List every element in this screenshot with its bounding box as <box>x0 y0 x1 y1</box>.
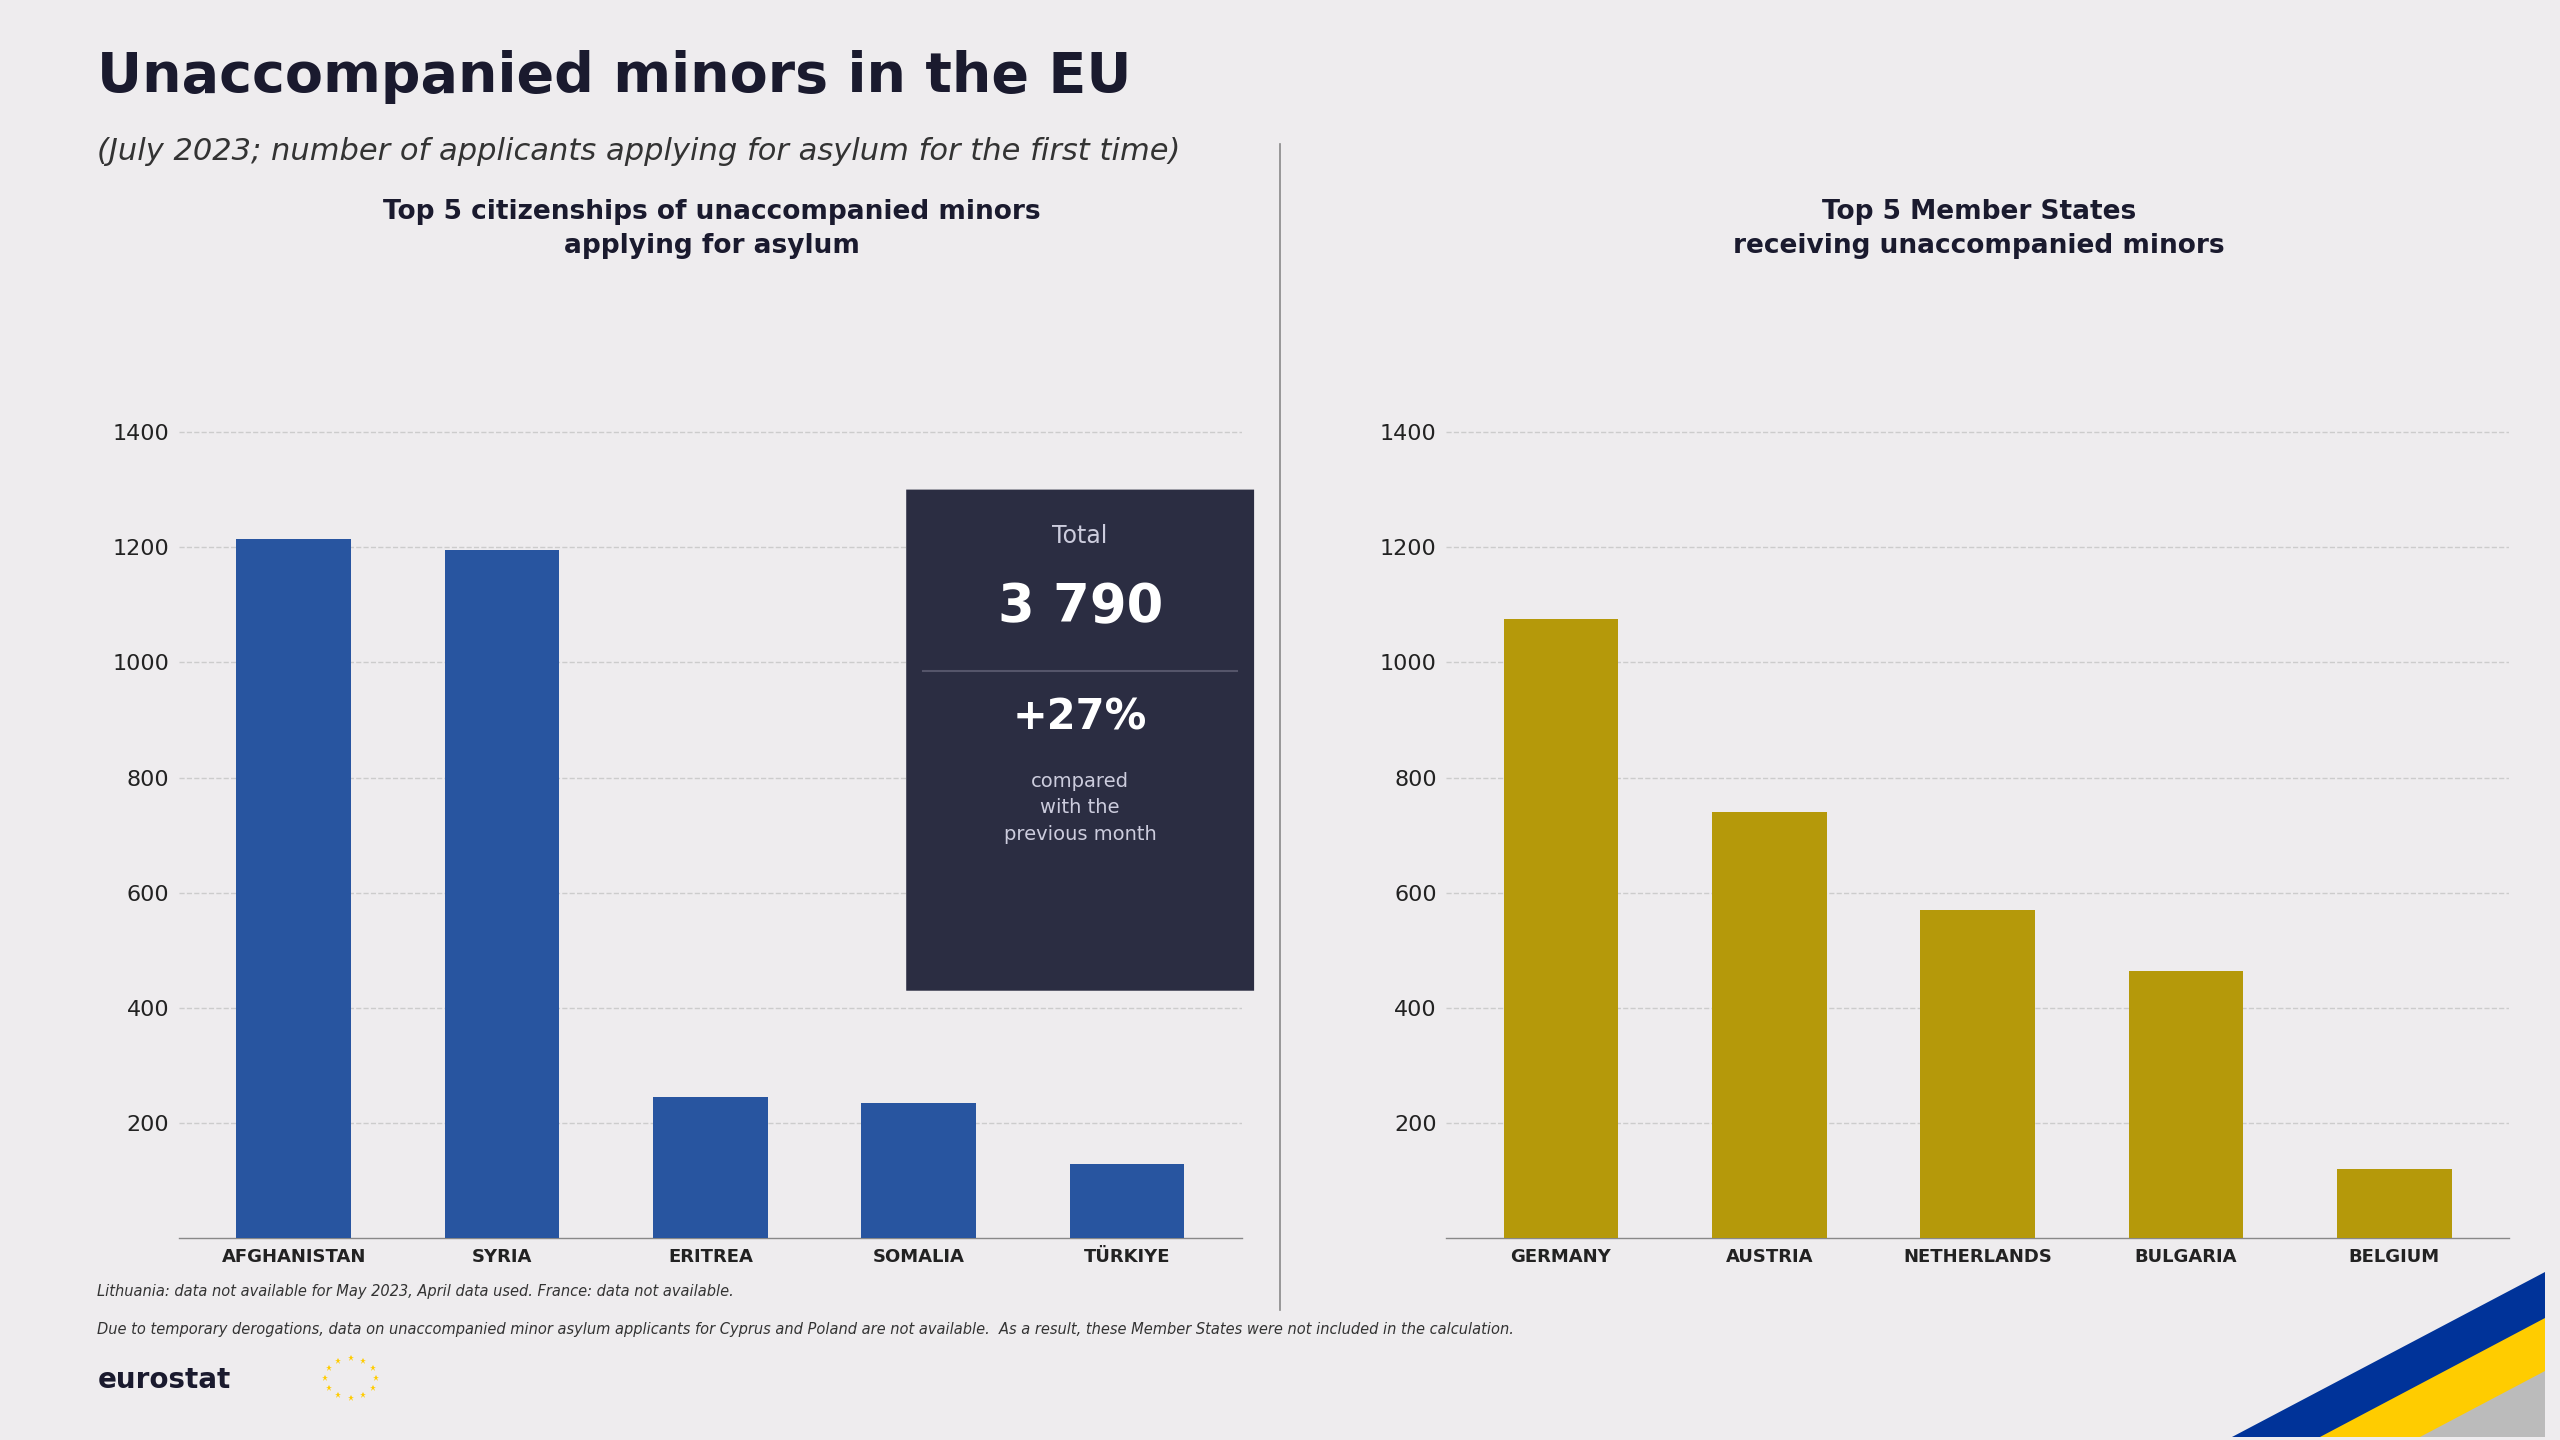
Bar <box>860 1103 975 1238</box>
Bar <box>2337 1169 2452 1238</box>
Polygon shape <box>2319 1318 2545 1437</box>
Text: 3 790: 3 790 <box>998 582 1162 634</box>
Bar <box>653 1097 768 1238</box>
Text: Top 5 Member States
receiving unaccompanied minors: Top 5 Member States receiving unaccompan… <box>1733 199 2225 259</box>
Polygon shape <box>2232 1272 2545 1437</box>
Text: +27%: +27% <box>1014 697 1147 739</box>
Bar <box>1713 812 1828 1238</box>
Bar <box>1920 910 2035 1238</box>
Bar <box>236 539 351 1238</box>
Text: compared
with the
previous month: compared with the previous month <box>1004 772 1157 844</box>
Bar <box>2127 971 2243 1238</box>
Text: Due to temporary derogations, data on unaccompanied minor asylum applicants for : Due to temporary derogations, data on un… <box>97 1322 1513 1336</box>
Polygon shape <box>2419 1371 2545 1437</box>
Text: Lithuania: data not available for May 2023, April data used. France: data not av: Lithuania: data not available for May 20… <box>97 1284 735 1299</box>
Text: Unaccompanied minors in the EU: Unaccompanied minors in the EU <box>97 50 1132 105</box>
Bar <box>445 550 561 1238</box>
Text: Top 5 citizenships of unaccompanied minors
applying for asylum: Top 5 citizenships of unaccompanied mino… <box>384 199 1039 259</box>
Bar <box>1503 619 1618 1238</box>
Bar <box>1070 1164 1185 1238</box>
Text: eurostat: eurostat <box>97 1365 230 1394</box>
Text: Total: Total <box>1052 524 1108 549</box>
FancyBboxPatch shape <box>906 490 1254 991</box>
Text: (July 2023; number of applicants applying for asylum for the first time): (July 2023; number of applicants applyin… <box>97 137 1180 166</box>
